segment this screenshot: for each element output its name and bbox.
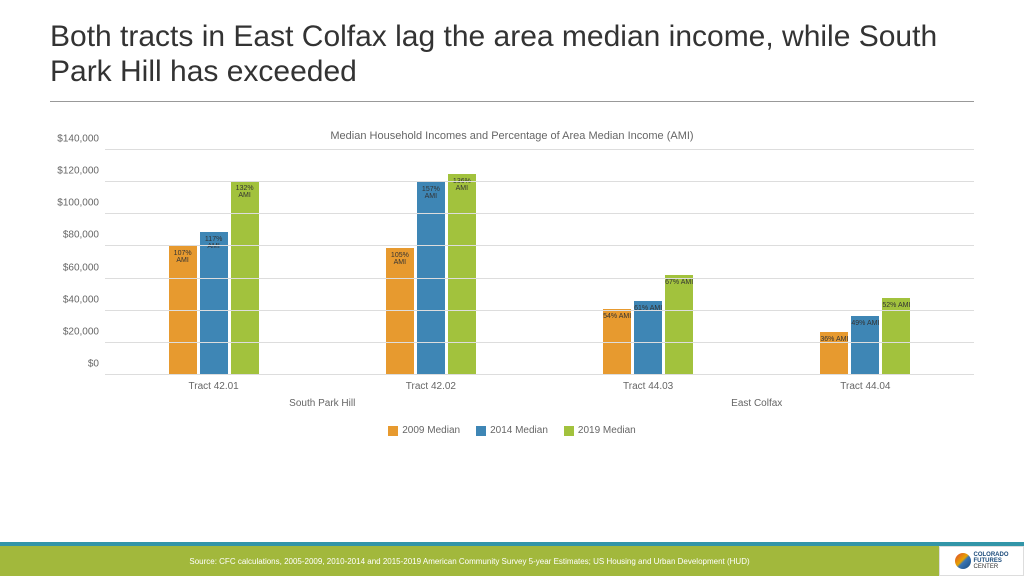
page-title: Both tracts in East Colfax lag the area … [0, 0, 1024, 101]
chart-title: Median Household Incomes and Percentage … [50, 130, 974, 142]
y-tick-label: $20,000 [63, 326, 105, 337]
legend-swatch [476, 426, 486, 436]
logo-icon [955, 553, 971, 569]
bar-value-label: 117% AMI [200, 236, 228, 250]
y-tick-label: $140,000 [57, 134, 105, 145]
bar-value-label: 52% AMI [882, 302, 910, 309]
chart-plot: 107% AMI117% AMI 132% AMI 105% AMI 157% AMI… [105, 150, 974, 375]
bar-value-label: 61% AMI [634, 305, 662, 312]
y-tick-label: $100,000 [57, 198, 105, 209]
grid-line [105, 213, 974, 214]
bar-value-label: 67% AMI [665, 279, 693, 286]
grid-line [105, 374, 974, 375]
x-tick-label: Tract 42.01 [105, 375, 322, 392]
grid-line [105, 342, 974, 343]
bar: 105% AMI [386, 248, 414, 375]
legend-item: 2019 Median [564, 425, 636, 436]
x-super-label: South Park Hill [105, 394, 540, 409]
y-tick-label: $0 [88, 359, 105, 370]
y-tick-label: $120,000 [57, 166, 105, 177]
legend-swatch [388, 426, 398, 436]
y-tick-label: $60,000 [63, 262, 105, 273]
grid-line [105, 149, 974, 150]
bar: 49% AMI [851, 316, 879, 375]
bar-value-label: 132% AMI [231, 185, 259, 199]
bar: 61% AMI [634, 301, 662, 375]
bar: 36% AMI [820, 332, 848, 375]
bar: 157% AMI [417, 182, 445, 375]
footer-source: Source: CFC calculations, 2005-2009, 201… [0, 546, 939, 576]
title-divider [50, 101, 974, 102]
legend-label: 2009 Median [402, 425, 460, 436]
legend-swatch [564, 426, 574, 436]
x-tick-label: Tract 42.02 [322, 375, 539, 392]
legend-item: 2009 Median [388, 425, 460, 436]
x-tick-label: Tract 44.03 [540, 375, 757, 392]
footer-stripe [0, 542, 1024, 546]
bar-value-label: 105% AMI [386, 252, 414, 266]
legend-item: 2014 Median [476, 425, 548, 436]
logo: COLORADO FUTURES CENTER [955, 552, 1009, 570]
grid-line [105, 245, 974, 246]
bar-value-label: 157% AMI [417, 186, 445, 200]
logo-text: COLORADO FUTURES CENTER [974, 552, 1009, 570]
bar-value-label: 49% AMI [851, 320, 879, 327]
grid-line [105, 181, 974, 182]
bar: 136% AMI [448, 174, 476, 375]
chart-legend: 2009 Median 2014 Median 2019 Median [50, 425, 974, 436]
x-super-label: East Colfax [540, 394, 975, 409]
chart-container: Median Household Incomes and Percentage … [50, 130, 974, 475]
footer: Source: CFC calculations, 2005-2009, 201… [0, 546, 1024, 576]
bar-value-label: 107% AMI [169, 250, 197, 264]
bar: 107% AMI [169, 246, 197, 375]
footer-logo-box: COLORADO FUTURES CENTER [939, 546, 1024, 576]
grid-line [105, 310, 974, 311]
legend-label: 2014 Median [490, 425, 548, 436]
bar: 117% AMI [200, 232, 228, 375]
bar: 67% AMI [665, 275, 693, 375]
x-axis: Tract 42.01Tract 42.02Tract 44.03Tract 4… [105, 375, 974, 392]
legend-label: 2019 Median [578, 425, 636, 436]
x-axis-super: South Park HillEast Colfax [105, 394, 974, 409]
y-tick-label: $80,000 [63, 230, 105, 241]
bar-value-label: 54% AMI [603, 313, 631, 320]
x-tick-label: Tract 44.04 [757, 375, 974, 392]
y-tick-label: $40,000 [63, 294, 105, 305]
grid-line [105, 278, 974, 279]
